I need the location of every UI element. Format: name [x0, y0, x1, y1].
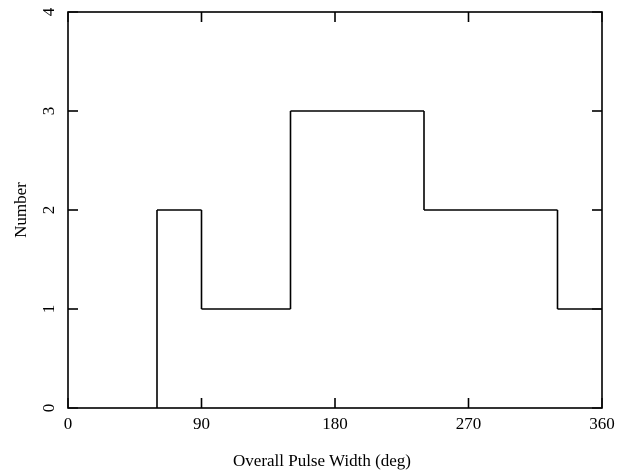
x-axis-label: Overall Pulse Width (deg)	[233, 451, 411, 470]
y-tick-label: 2	[39, 206, 58, 215]
x-tick-label: 0	[64, 414, 73, 433]
x-tick-label: 270	[456, 414, 482, 433]
y-tick-label: 1	[39, 305, 58, 314]
x-tick-label: 90	[193, 414, 210, 433]
x-tick-label: 360	[589, 414, 615, 433]
y-axis-label: Number	[11, 182, 30, 238]
x-tick-label: 180	[322, 414, 348, 433]
y-tick-label: 3	[39, 107, 58, 116]
y-tick-label: 0	[39, 404, 58, 413]
y-tick-label: 4	[39, 7, 58, 16]
